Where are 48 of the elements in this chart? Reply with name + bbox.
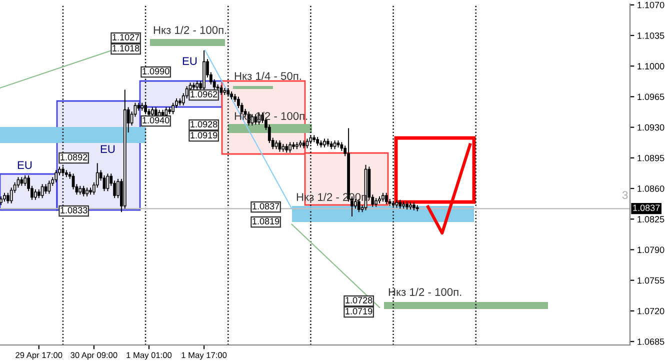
y-tick-label: 1.0685 — [638, 338, 664, 345]
y-tick-label: 1.1035 — [638, 32, 664, 39]
y-tick-label: 1.0965 — [638, 94, 664, 100]
annotation: Нкз 1/4 - 50п. — [234, 72, 301, 80]
text: 1.0837 — [633, 204, 660, 212]
y-tick-label: 1.1000 — [638, 63, 664, 70]
candlestick — [6, 192, 10, 204]
annotation: 1.0728 — [346, 297, 372, 304]
y-tick-label: 1.1070 — [638, 2, 664, 8]
x-tick-label: 29 Apr 17:00 — [16, 352, 62, 360]
y-tick-label: 1.0860 — [638, 185, 664, 192]
y-tick-label: 1.0895 — [638, 154, 664, 162]
y-tick-label: 1.0790 — [638, 246, 664, 254]
candlestick — [106, 173, 110, 192]
annotation: 1.0928 — [190, 121, 218, 128]
candlestick — [172, 102, 175, 115]
annotation: EU — [182, 57, 197, 65]
annotation: 1.1027 — [112, 34, 140, 40]
annotation: 1.0819 — [252, 218, 280, 224]
candlestick — [384, 192, 388, 205]
candlestick — [24, 174, 27, 186]
annotation: Нкз 1/2 - 100п. — [154, 26, 226, 34]
ref-line-label: 1.0837 — [252, 203, 280, 210]
annotation: 1.0940 — [142, 117, 170, 124]
annotation: 1.1018 — [112, 45, 140, 52]
candlestick — [34, 188, 37, 200]
annotation: EU — [18, 161, 32, 169]
annotation: 1.0719 — [346, 308, 372, 314]
annotation: 1.0990 — [142, 68, 170, 74]
candlestick — [40, 184, 44, 199]
candlestick — [82, 185, 86, 197]
annotation: Нкз 1/2 - 100п. — [388, 288, 462, 296]
x-tick-label: 1 May 01:00 — [126, 352, 172, 360]
x-tick-label: 1 May 17:00 — [182, 352, 227, 360]
annotation: EU — [100, 145, 115, 153]
annotation: 1.0833 — [60, 207, 88, 214]
annotation: 1.0919 — [190, 132, 218, 138]
y-tick-label: 1.0720 — [638, 308, 664, 314]
candlestick — [278, 140, 282, 152]
y-tick-label: 1.0755 — [638, 277, 664, 284]
annotation: 1.0892 — [60, 154, 88, 160]
y-tick-label: 1.0930 — [638, 124, 664, 131]
y-tick-label: 1.0825 — [638, 216, 664, 222]
annotation: 1.0962 — [190, 91, 218, 98]
candlestick — [288, 142, 292, 154]
candlestick — [54, 170, 58, 183]
annotation: 3 — [622, 191, 628, 199]
x-tick-label: 30 Apr 09:00 — [70, 352, 118, 360]
